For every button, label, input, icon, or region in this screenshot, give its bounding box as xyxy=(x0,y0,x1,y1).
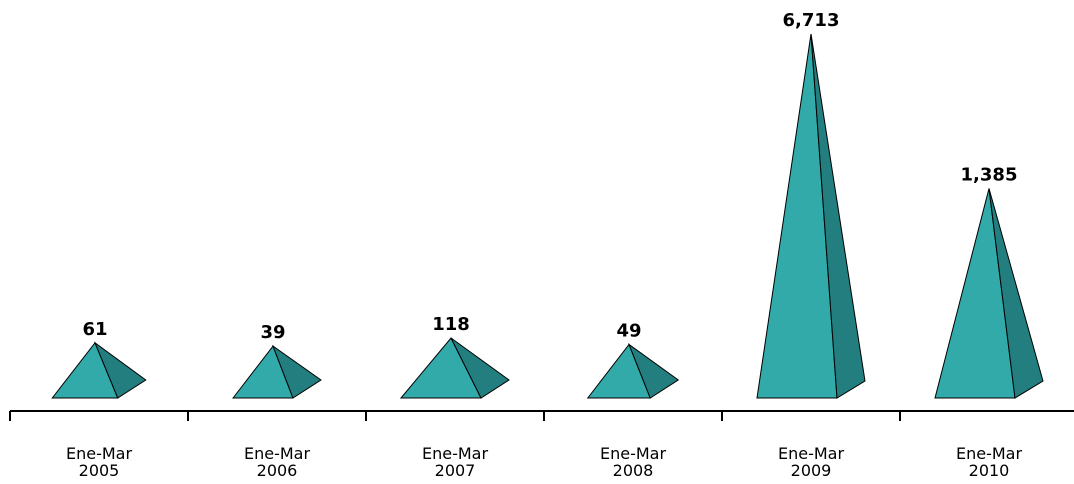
x-tick-label: Ene-Mar xyxy=(422,444,488,463)
pyramid-bar xyxy=(934,188,1044,399)
x-tick-label: Ene-Mar xyxy=(244,444,310,463)
pyramid-side-face xyxy=(627,343,680,399)
pyramid-bar xyxy=(232,344,322,399)
x-tick-label: Ene-Mar xyxy=(956,444,1022,463)
pyramid-side-face xyxy=(450,337,510,399)
x-tick-label: 2005 xyxy=(79,461,120,480)
pyramid-bar xyxy=(399,337,510,399)
data-label: 39 xyxy=(260,322,285,343)
pyramid-side-face xyxy=(93,341,147,399)
labels: 61Ene-Mar200539Ene-Mar2006118Ene-Mar2007… xyxy=(66,10,1022,480)
data-label: 1,385 xyxy=(961,164,1018,185)
pyramid-side-face xyxy=(271,344,322,399)
data-label: 118 xyxy=(432,314,470,335)
x-axis xyxy=(9,410,1074,421)
data-label: 49 xyxy=(616,320,641,341)
x-tick-label: 2010 xyxy=(969,461,1010,480)
pyramid-bar xyxy=(586,343,680,399)
pyramid-bar xyxy=(51,341,147,399)
pyramid-side-face xyxy=(810,33,866,399)
x-tick-label: 2007 xyxy=(435,461,476,480)
data-label: 61 xyxy=(82,319,107,340)
x-tick-label: Ene-Mar xyxy=(66,444,132,463)
x-tick-label: Ene-Mar xyxy=(778,444,844,463)
x-tick-label: 2006 xyxy=(257,461,298,480)
data-label: 6,713 xyxy=(783,10,840,31)
pyramid-side-face xyxy=(988,188,1044,399)
pyramid-marks xyxy=(51,33,1044,399)
pyramid-bar xyxy=(756,33,866,399)
x-tick-label: 2009 xyxy=(791,461,832,480)
x-tick-label: Ene-Mar xyxy=(600,444,666,463)
x-tick-label: 2008 xyxy=(613,461,654,480)
